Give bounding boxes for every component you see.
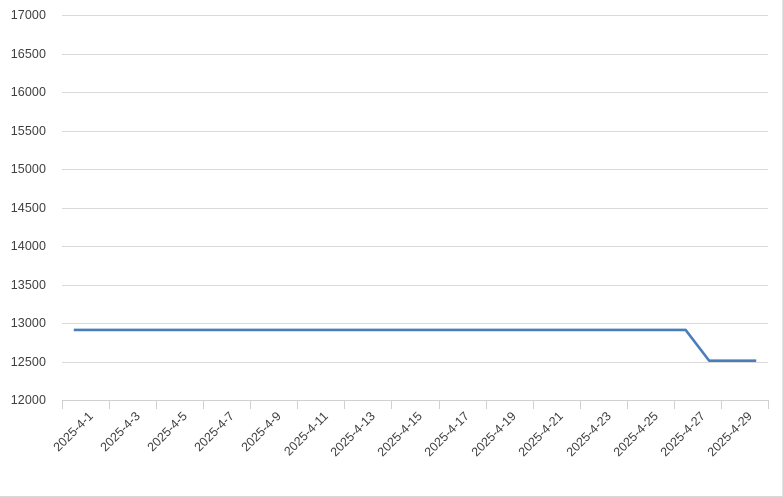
x-axis-tick-label: 2025-4-9 (238, 409, 284, 455)
x-axis-tick-label: 2025-4-3 (97, 409, 143, 455)
x-axis-tick-label: 2025-4-15 (374, 409, 426, 460)
x-axis-tick-label: 2025-4-21 (516, 409, 567, 460)
y-axis-tick-label: 17000 (10, 8, 46, 22)
x-axis-tick-label: 2025-4-1 (50, 409, 96, 455)
x-axis-tick (297, 400, 298, 409)
y-axis-tick-label: 13000 (10, 316, 46, 330)
gridline (62, 130, 768, 132)
x-axis-tick-label: 2025-4-19 (469, 409, 520, 460)
x-axis-ticks (62, 400, 769, 409)
x-axis-tick (109, 400, 110, 409)
y-axis-tick-label: 14000 (10, 239, 46, 253)
y-axis-tick-label: 12000 (10, 393, 46, 407)
plot-area (62, 15, 768, 401)
x-axis-tick-label: 2025-4-17 (421, 409, 473, 460)
x-axis-tick (768, 400, 769, 409)
y-axis-tick-label: 15500 (10, 123, 46, 138)
y-axis-tick-label: 12500 (10, 354, 46, 369)
x-axis-tick (250, 400, 251, 409)
x-axis-tick (674, 400, 675, 409)
series-path (73, 328, 757, 363)
x-axis-tick (486, 400, 487, 409)
x-axis-tick (580, 400, 581, 409)
gridline (62, 92, 768, 93)
x-axis-tick-label: 2025-4-23 (563, 409, 614, 460)
x-axis-tick-label: 2025-4-13 (327, 409, 379, 460)
x-axis-tick (391, 400, 392, 409)
y-axis: 12000 12500 13000 13500 14000 14500 15000 15500… (0, 0, 56, 496)
x-axis: 2025-4-1 2025-4-3 2025-4-5 2025-4-7 2025-4-9… (0, 409, 782, 489)
gridline (62, 400, 768, 401)
y-axis-tick-label: 13500 (10, 277, 46, 292)
y-axis-tick-label: 16500 (10, 46, 46, 61)
y-axis-tick-label: 15000 (10, 162, 46, 176)
x-axis-tick-label: 2025-4-5 (144, 409, 190, 455)
x-axis-tick (344, 400, 345, 409)
x-axis-tick-label: 2025-4-25 (610, 409, 661, 460)
x-axis-tick (533, 400, 534, 409)
gridline (62, 53, 768, 55)
x-axis-tick-label: 2025-4-27 (657, 409, 708, 460)
gridline (62, 361, 768, 363)
y-axis-tick-label: 14500 (10, 200, 46, 215)
x-axis-tick-label: 2025-4-11 (281, 409, 331, 459)
gridline (62, 323, 768, 324)
gridline (62, 169, 768, 170)
gridline (62, 15, 768, 16)
y-axis-tick-label: 16000 (10, 85, 46, 99)
x-axis-tick-label: 2025-4-29 (704, 409, 755, 460)
x-axis-tick (627, 400, 628, 409)
x-axis-tick (156, 400, 157, 409)
x-axis-tick (62, 400, 63, 409)
gridline (62, 246, 768, 247)
gridline (62, 284, 768, 286)
x-axis-tick (721, 400, 722, 409)
x-axis-tick-label: 2025-4-7 (191, 409, 237, 455)
x-axis-tick (203, 400, 204, 409)
gridline (62, 207, 768, 209)
data-series-line (73, 328, 757, 363)
x-axis-tick (439, 400, 440, 409)
